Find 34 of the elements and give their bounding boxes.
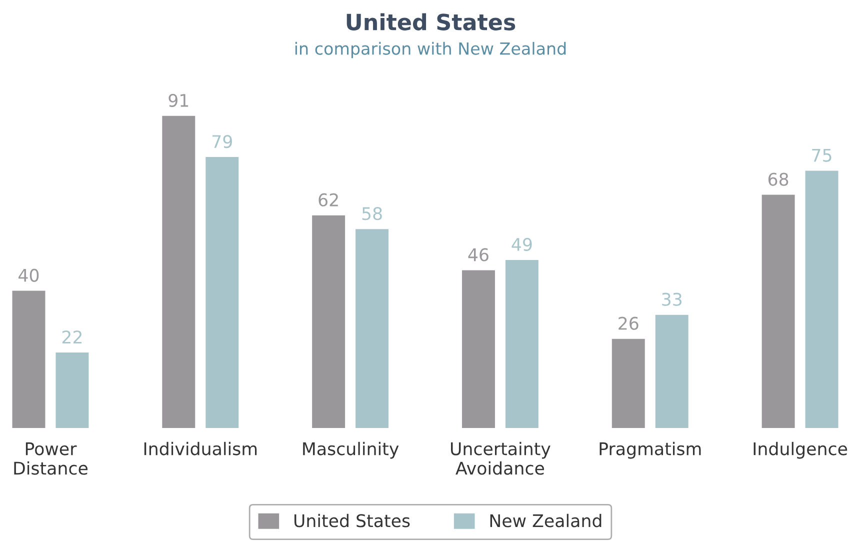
bar <box>612 338 645 428</box>
bar <box>356 229 389 428</box>
bar <box>162 116 196 428</box>
bar <box>505 260 538 428</box>
data-label: 40 <box>18 268 39 282</box>
bar <box>12 290 46 428</box>
data-label: 75 <box>812 148 832 162</box>
data-label: 49 <box>512 238 532 252</box>
x-tick-label: Uncertainty Avoidance <box>451 442 550 475</box>
bar <box>805 170 838 428</box>
data-label: 91 <box>168 94 188 107</box>
bar <box>56 352 89 428</box>
legend-label: United States <box>294 514 410 528</box>
data-label: 46 <box>468 248 488 262</box>
bar <box>462 270 495 428</box>
data-label: 22 <box>62 330 82 344</box>
data-label: 62 <box>318 193 338 206</box>
legend-label: New Zealand <box>490 514 602 528</box>
data-label: 33 <box>662 292 682 306</box>
x-tick-label: Individualism <box>144 442 257 456</box>
bar <box>655 314 688 428</box>
bar <box>762 194 795 428</box>
data-label: 26 <box>618 316 638 330</box>
bar <box>206 157 239 428</box>
data-label: 79 <box>212 135 232 148</box>
x-tick-label: Power Distance <box>14 442 88 475</box>
data-label: 58 <box>362 207 382 220</box>
data-label: 68 <box>768 172 788 186</box>
x-tick-label: Indulgence <box>754 442 848 459</box>
x-tick-label: Pragmatism <box>600 442 701 459</box>
chart-title: United States <box>346 13 516 30</box>
x-tick-label: Masculinity <box>303 442 399 459</box>
chart-subtitle: in comparison with New Zealand <box>295 42 566 58</box>
bar <box>312 215 346 428</box>
